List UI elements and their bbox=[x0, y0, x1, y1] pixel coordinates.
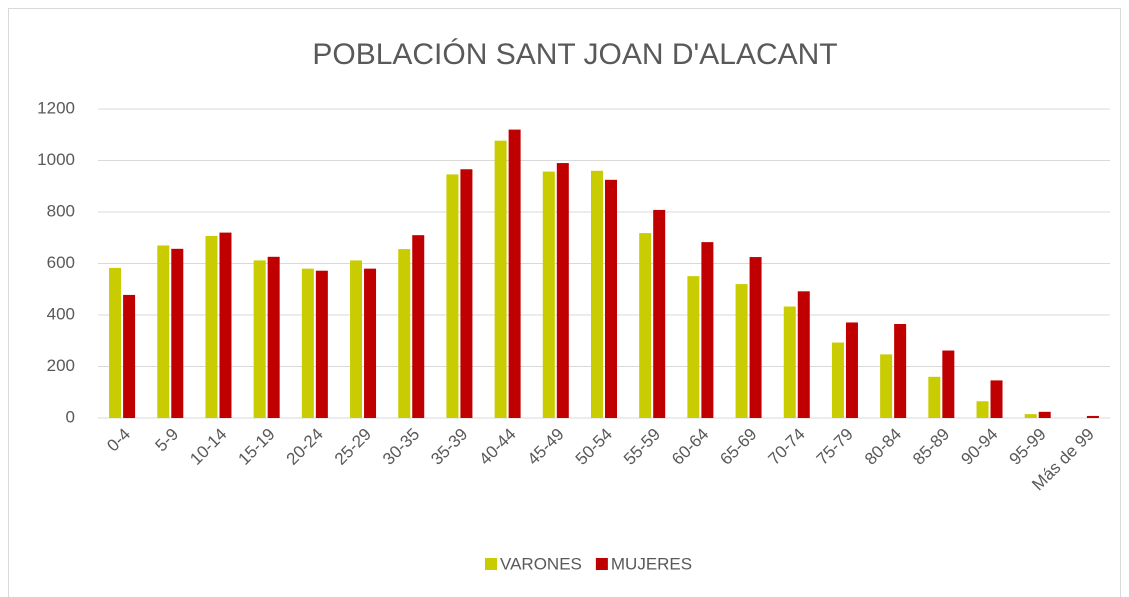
bar bbox=[205, 235, 218, 418]
bar bbox=[494, 140, 507, 419]
bar bbox=[556, 163, 569, 418]
bar bbox=[446, 174, 459, 418]
bar bbox=[315, 270, 328, 418]
bar bbox=[301, 268, 314, 418]
y-tick-label: 1200 bbox=[37, 98, 75, 117]
bar bbox=[749, 257, 762, 418]
bar bbox=[894, 324, 907, 418]
bar bbox=[701, 242, 714, 418]
bar bbox=[735, 284, 748, 418]
chart-title: POBLACIÓN SANT JOAN D'ALACANT bbox=[312, 38, 837, 71]
bar bbox=[350, 260, 363, 418]
bar bbox=[542, 171, 555, 418]
bar bbox=[990, 380, 1003, 418]
bar bbox=[508, 129, 521, 418]
y-tick-label: 0 bbox=[66, 407, 75, 426]
legend-label: VARONES bbox=[500, 554, 582, 573]
legend-label: MUJERES bbox=[611, 554, 692, 573]
bar bbox=[797, 291, 810, 418]
bar bbox=[845, 322, 858, 418]
y-tick-label: 800 bbox=[47, 201, 75, 220]
bar bbox=[219, 232, 232, 418]
bar bbox=[123, 294, 136, 418]
bar bbox=[171, 248, 184, 418]
bar bbox=[880, 354, 893, 418]
bar bbox=[639, 233, 652, 418]
bar bbox=[687, 276, 700, 418]
bar bbox=[976, 401, 989, 418]
bar bbox=[364, 268, 377, 418]
bar bbox=[591, 170, 603, 418]
bar bbox=[267, 256, 280, 418]
bar bbox=[942, 350, 955, 418]
y-tick-label: 1000 bbox=[37, 150, 75, 169]
bar bbox=[109, 267, 122, 418]
y-tick-label: 200 bbox=[47, 356, 75, 375]
bar bbox=[398, 249, 411, 418]
bar bbox=[1086, 415, 1099, 418]
bar bbox=[831, 342, 844, 418]
bar bbox=[928, 376, 941, 418]
y-tick-label: 400 bbox=[47, 304, 75, 323]
legend-swatch bbox=[485, 558, 497, 570]
bar bbox=[605, 179, 617, 418]
bar bbox=[783, 306, 796, 418]
legend-swatch bbox=[595, 558, 608, 570]
bar bbox=[1024, 414, 1037, 418]
bar bbox=[1038, 411, 1051, 418]
bar bbox=[460, 169, 473, 418]
y-tick-label: 600 bbox=[47, 253, 75, 272]
bar bbox=[412, 235, 425, 418]
bar bbox=[653, 209, 666, 418]
bar bbox=[253, 260, 266, 418]
bar bbox=[157, 245, 170, 418]
